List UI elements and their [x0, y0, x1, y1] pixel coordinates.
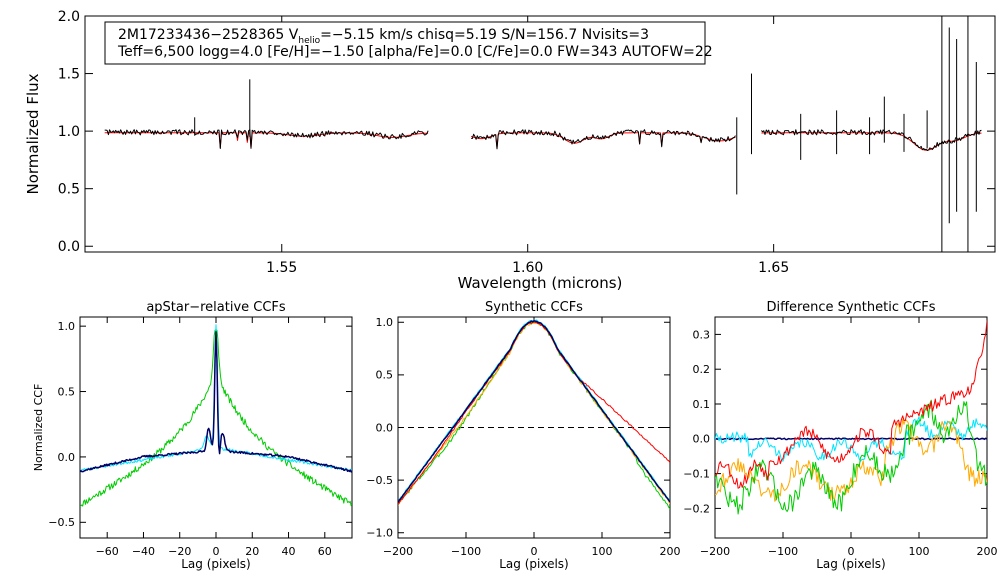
info-line-2: Teff=6,500 logg=4.0 [Fe/H]=−1.50 [alpha/… [117, 44, 713, 60]
x-tick-label: 1.60 [512, 260, 543, 276]
x-tick-label: 100 [592, 545, 613, 558]
diff-ccf-line [715, 416, 987, 462]
x-axis-label: Lag (pixels) [816, 557, 886, 571]
x-tick-label: 0 [848, 545, 855, 558]
y-tick-label: 0.5 [58, 182, 80, 198]
observed-spectrum-line [104, 129, 429, 149]
diff-ccf-line [715, 437, 987, 441]
y-tick-label: 0.0 [376, 421, 394, 434]
synthetic-ccf-chart: −200 −100 0 100 200 −1.0 −0.5 0.0 0.5 1.0 Syntheti… [366, 300, 680, 571]
x-tick-label: −40 [132, 545, 155, 558]
y-tick-label: 1.0 [58, 124, 80, 140]
x-tick-label: −60 [96, 545, 119, 558]
spectrum-chart: 1.55 1.60 1.65 0.0 0.5 1.0 1.5 2.0 Wavelength (m… [24, 9, 996, 292]
chart-title: Synthetic CCFs [485, 300, 583, 315]
observed-spectrum-line [471, 129, 736, 150]
x-tick-label: 0 [531, 545, 538, 558]
observed-spectrum-line [761, 129, 982, 151]
synthetic-ccf-line [398, 321, 670, 505]
apstar-ccf-broad-line [80, 329, 352, 508]
info-line-1: 2M17233436−2528365 Vhelio=−5.15 km/s chi… [118, 27, 649, 46]
y-tick-label: −0.5 [366, 474, 393, 487]
diff-ccf-lines [715, 320, 987, 515]
apstar-ccf-dark-line [80, 331, 352, 473]
y-tick-label: 0.1 [693, 398, 711, 411]
x-tick-label: −100 [451, 545, 481, 558]
diff-ccf-line [715, 320, 987, 489]
plot-frame [84, 15, 996, 253]
y-tick-label: 0.0 [58, 451, 76, 464]
y-tick-label: 0.5 [58, 385, 76, 398]
y-tick-label: −1.0 [366, 527, 393, 540]
apstar-ccf-cyan-line [80, 324, 352, 472]
synthetic-ccf-lines [398, 319, 670, 510]
synthetic-ccf-line [398, 321, 670, 506]
x-tick-label: −200 [383, 545, 413, 558]
y-tick-label: −0.2 [683, 502, 710, 515]
y-tick-label: 0.2 [693, 363, 711, 376]
y-tick-label: −0.1 [683, 467, 710, 480]
x-tick-label: 1.55 [266, 260, 297, 276]
x-tick-label: 1.65 [758, 260, 789, 276]
x-tick-label: 0 [213, 545, 220, 558]
x-tick-label: 60 [318, 545, 332, 558]
x-tick-label: −200 [700, 545, 730, 558]
x-tick-label: −20 [168, 545, 191, 558]
synthetic-ccf-line [398, 319, 670, 502]
y-tick-label: 2.0 [58, 9, 80, 25]
y-tick-label: −0.5 [48, 516, 75, 529]
diff-ccf-line [715, 399, 987, 515]
y-tick-label: 1.0 [58, 320, 76, 333]
spectrum-lines [104, 16, 982, 252]
model-spectrum-line [761, 132, 982, 151]
y-tick-label: 0.5 [376, 369, 394, 382]
y-tick-label: 0.0 [58, 239, 80, 255]
diff-ccf-line [715, 418, 987, 502]
x-tick-label: −100 [768, 545, 798, 558]
info-box: 2M17233436−2528365 Vhelio=−5.15 km/s chi… [104, 21, 713, 65]
y-tick-label: 1.0 [376, 316, 394, 329]
x-axis-label: Lag (pixels) [181, 557, 251, 571]
apstar-ccf-lines [80, 324, 352, 508]
diff-ccf-chart: −200 −100 0 100 200 −0.2 −0.1 0.0 0.1 0.2 0.3 Diffe… [683, 300, 997, 571]
x-tick-label: 40 [282, 545, 296, 558]
x-axis-label: Lag (pixels) [499, 557, 569, 571]
chart-title: Difference Synthetic CCFs [766, 300, 935, 315]
y-tick-label: 0.0 [693, 433, 711, 446]
x-tick-label: 200 [660, 545, 681, 558]
synthetic-ccf-line [398, 320, 670, 503]
chart-title: apStar−relative CCFs [146, 300, 286, 315]
model-spectrum-line [104, 132, 429, 149]
y-tick-label: 0.3 [693, 328, 711, 341]
synthetic-ccf-line [398, 321, 670, 510]
x-tick-label: 20 [245, 545, 259, 558]
y-axis-label: Normalized Flux [24, 73, 42, 194]
x-tick-label: 200 [977, 545, 998, 558]
x-tick-label: 100 [909, 545, 930, 558]
y-tick-label: 1.5 [58, 66, 80, 82]
x-axis-label: Wavelength (microns) [458, 274, 623, 292]
apstar-ccf-chart: −60 −40 −20 0 20 40 60 −0.5 0.0 0.5 1.0 apStar−rela… [32, 300, 353, 571]
y-axis-label: Normalized CCF [32, 384, 45, 472]
